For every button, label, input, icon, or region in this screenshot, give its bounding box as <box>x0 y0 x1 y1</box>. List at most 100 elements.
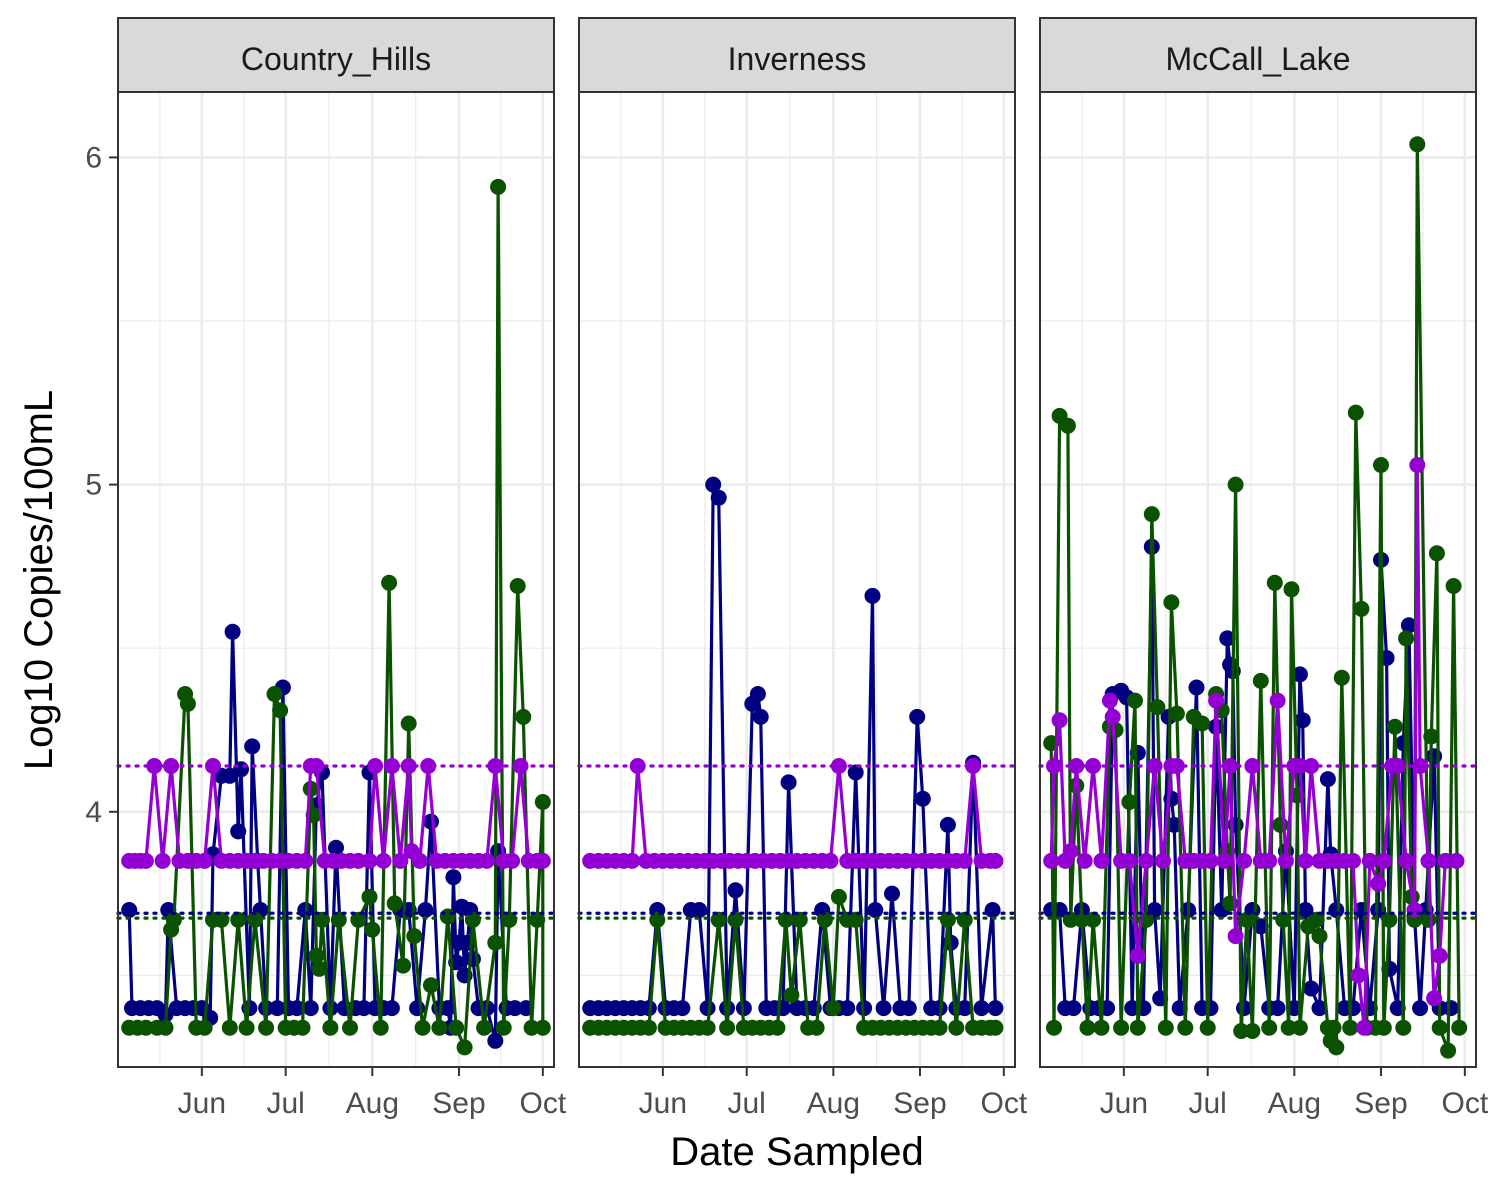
data-point <box>1333 669 1350 686</box>
series-1 <box>582 888 1004 1036</box>
y-tick-label: 4 <box>85 796 102 829</box>
panel-background <box>118 92 554 1067</box>
panel-border <box>578 91 1016 1068</box>
data-point <box>355 1000 372 1017</box>
series-1 <box>121 178 551 1056</box>
data-point <box>1121 794 1138 810</box>
data-point <box>501 911 518 928</box>
data-point <box>121 902 138 918</box>
data-point <box>1104 708 1121 725</box>
x-tick-label: Sep <box>432 1087 485 1120</box>
facet-strip <box>117 17 555 93</box>
data-point <box>367 758 384 774</box>
data-point <box>1311 928 1328 945</box>
data-point <box>1043 852 1060 869</box>
data-point <box>294 1019 311 1036</box>
data-point <box>1244 1023 1261 1039</box>
data-point <box>1347 404 1364 421</box>
data-point <box>1294 712 1311 729</box>
x-tick-label: Jun <box>639 1087 687 1120</box>
data-point <box>624 852 641 869</box>
x-tick-label: Sep <box>893 1087 946 1120</box>
data-point <box>909 708 926 725</box>
data-point <box>266 686 283 702</box>
data-point <box>939 911 956 928</box>
data-point <box>1272 816 1289 833</box>
data-point <box>495 1019 512 1036</box>
data-point <box>939 816 956 833</box>
data-point <box>1233 1023 1250 1039</box>
data-point <box>1065 1000 1082 1017</box>
data-point <box>1168 705 1185 722</box>
data-point <box>956 1000 973 1017</box>
data-point <box>1297 852 1314 869</box>
data-point <box>328 839 344 856</box>
facet-panel-mccall-lake: McCall_Lake Jun Jul Aug Sep Oct <box>1038 17 1489 1120</box>
data-point <box>244 738 261 755</box>
data-point <box>1046 1019 1062 1036</box>
data-point <box>1350 967 1367 984</box>
series-2 <box>1043 457 1465 1036</box>
data-point <box>1269 1000 1286 1017</box>
data-point <box>392 852 409 869</box>
data-point <box>884 885 900 902</box>
data-point <box>839 1000 856 1017</box>
data-point <box>1342 1019 1359 1036</box>
data-point <box>1325 1019 1342 1036</box>
data-point <box>439 908 456 925</box>
data-point <box>691 902 708 918</box>
data-point <box>221 1019 238 1036</box>
data-point <box>822 852 839 869</box>
data-point <box>1252 918 1269 935</box>
data-point <box>504 852 521 869</box>
data-point <box>523 1019 540 1036</box>
data-point <box>1244 758 1261 774</box>
data-point <box>629 758 646 774</box>
data-point <box>1076 852 1093 869</box>
data-point <box>179 695 196 712</box>
data-point <box>406 928 423 945</box>
data-point <box>1370 875 1387 892</box>
data-point <box>1275 911 1292 928</box>
data-point <box>1113 1019 1130 1036</box>
data-point <box>1093 852 1110 869</box>
facet-label: Country_Hills <box>241 41 431 77</box>
data-point <box>1283 581 1300 598</box>
x-tick-label: Jun <box>178 1087 226 1120</box>
data-point <box>297 852 314 869</box>
data-point <box>875 1000 892 1017</box>
data-point <box>1280 1019 1297 1036</box>
y-tick-label: 5 <box>85 469 102 502</box>
data-point <box>314 911 330 928</box>
data-point <box>1051 712 1068 729</box>
data-point <box>308 947 325 964</box>
data-point <box>1381 911 1398 928</box>
facet-label: McCall_Lake <box>1166 41 1351 77</box>
data-point <box>1420 852 1437 869</box>
data-point <box>1423 728 1440 745</box>
facet-panel-country-hills: Country_Hills Jun Jul Aug Sep Oct <box>116 17 567 1120</box>
data-point <box>400 715 417 732</box>
data-point <box>699 1019 716 1036</box>
data-point <box>1163 594 1180 611</box>
data-point <box>246 911 263 928</box>
data-point <box>1143 506 1160 523</box>
series-2 <box>121 758 551 869</box>
data-point <box>674 1000 691 1017</box>
data-point <box>272 702 289 719</box>
data-point <box>1428 545 1445 562</box>
data-point <box>1356 1019 1373 1036</box>
data-point <box>1409 136 1426 153</box>
x-tick-label: Jul <box>267 1087 305 1120</box>
data-point <box>780 774 797 791</box>
x-tick-label: Aug <box>1268 1087 1321 1120</box>
data-point <box>965 758 982 774</box>
data-point <box>439 1000 456 1017</box>
data-point <box>269 1000 286 1017</box>
data-point <box>1157 1019 1174 1036</box>
y-tick-label: 6 <box>85 141 102 174</box>
y-axis: 4 5 6 <box>85 141 118 829</box>
data-point <box>1129 1019 1146 1036</box>
data-point <box>1345 1000 1361 1017</box>
data-point <box>448 1019 465 1036</box>
